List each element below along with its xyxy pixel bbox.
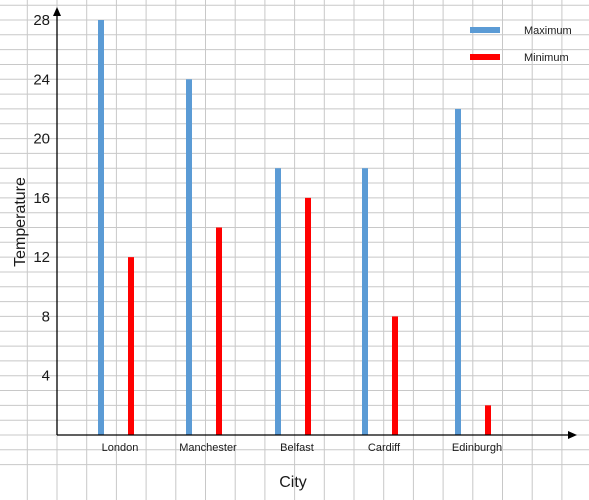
legend-swatch-maximum	[470, 27, 500, 33]
x-tick-label: Cardiff	[368, 442, 401, 454]
bar-minimum-edinburgh	[485, 405, 491, 435]
y-tick-label: 8	[42, 308, 50, 325]
legend-label-maximum: Maximum	[524, 25, 572, 37]
x-axis-arrow	[568, 431, 577, 439]
y-tick-label: 24	[33, 71, 50, 88]
axes	[53, 7, 577, 439]
legend: Maximum Minimum	[470, 25, 572, 64]
y-tick-label: 20	[33, 131, 50, 148]
bars	[98, 20, 491, 436]
y-tick-labels: 4 8 12 16 20 24 28	[33, 12, 50, 385]
x-axis-label: City	[279, 474, 307, 491]
bar-maximum-london	[98, 20, 104, 435]
y-tick-label: 28	[33, 12, 50, 29]
x-tick-label: Manchester	[179, 442, 237, 454]
legend-swatch-minimum	[470, 54, 500, 60]
x-tick-label: Belfast	[280, 442, 314, 454]
bar-minimum-london	[128, 257, 134, 435]
y-tick-label: 4	[42, 368, 50, 385]
bar-maximum-belfast	[275, 168, 281, 435]
x-tick-label: Edinburgh	[452, 442, 502, 454]
bar-maximum-manchester	[186, 79, 192, 436]
y-tick-label: 16	[33, 190, 50, 207]
bar-minimum-manchester	[216, 227, 222, 435]
bar-minimum-cardiff	[392, 316, 398, 435]
bar-maximum-edinburgh	[455, 108, 461, 435]
y-axis-arrow	[53, 7, 61, 16]
y-axis-label: Temperature	[12, 177, 29, 267]
legend-label-minimum: Minimum	[524, 52, 569, 64]
bar-maximum-cardiff	[362, 168, 368, 435]
bar-minimum-belfast	[305, 197, 311, 435]
x-tick-labels: London Manchester Belfast Cardiff Edinburgh	[102, 442, 502, 454]
y-tick-label: 12	[33, 249, 50, 266]
x-tick-label: London	[102, 442, 139, 454]
